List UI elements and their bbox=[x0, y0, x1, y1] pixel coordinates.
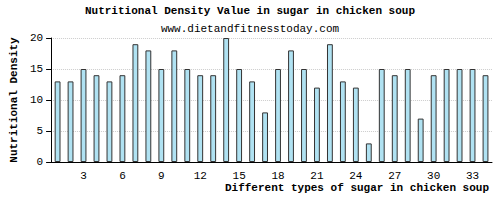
svg-text:9: 9 bbox=[158, 170, 165, 182]
svg-text:33: 33 bbox=[466, 170, 479, 182]
svg-text:Different types of sugar in ch: Different types of sugar in chicken soup bbox=[225, 182, 489, 194]
svg-text:30: 30 bbox=[427, 170, 440, 182]
svg-text:20: 20 bbox=[30, 32, 43, 44]
svg-text:6: 6 bbox=[119, 170, 126, 182]
svg-text:12: 12 bbox=[194, 170, 207, 182]
svg-text:24: 24 bbox=[349, 170, 363, 182]
svg-text:21: 21 bbox=[310, 170, 324, 182]
svg-text:Nutritional Density Value in s: Nutritional Density Value in sugar in ch… bbox=[85, 5, 415, 17]
svg-text:18: 18 bbox=[271, 170, 284, 182]
svg-text:15: 15 bbox=[30, 63, 43, 75]
svg-text:Nutritional Density: Nutritional Density bbox=[8, 37, 20, 163]
svg-text:27: 27 bbox=[388, 170, 401, 182]
svg-text:3: 3 bbox=[80, 170, 87, 182]
svg-text:5: 5 bbox=[36, 125, 43, 137]
svg-text:www.dietandfitnesstoday.com: www.dietandfitnesstoday.com bbox=[161, 23, 340, 35]
svg-text:15: 15 bbox=[233, 170, 246, 182]
svg-text:0: 0 bbox=[36, 156, 43, 168]
svg-text:10: 10 bbox=[30, 94, 43, 106]
